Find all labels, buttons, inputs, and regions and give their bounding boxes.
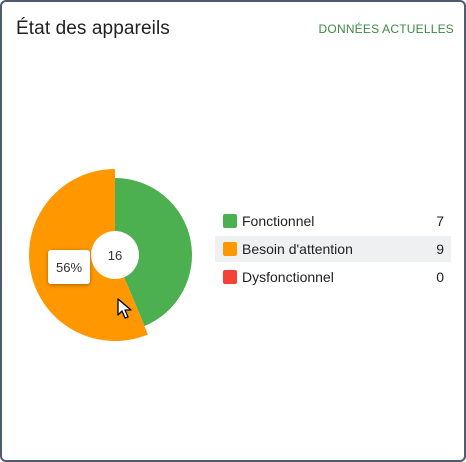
legend-swatch [223,270,237,284]
pie-total-label: 16 [108,248,122,263]
legend-label: Dysfonctionnel [242,269,334,285]
legend-item-functional[interactable]: Fonctionnel 7 [215,208,451,234]
legend-value: 0 [436,269,444,285]
pie-slice-functional[interactable] [115,178,192,327]
pie-center-hole [91,231,139,279]
mouse-pointer-icon [117,298,132,319]
current-data-link[interactable]: DONNÉES ACTUELLES [318,22,454,36]
legend-item-needs-attention[interactable]: Besoin d'attention 9 [215,236,451,262]
card-title: État des appareils [16,18,170,39]
slice-tooltip: 56% [48,250,90,284]
legend-swatch [223,214,237,228]
tooltip-percentage: 56% [55,259,83,275]
chart-legend: Fonctionnel 7 Besoin d'attention 9 Dysfo… [215,208,451,292]
legend-swatch [223,242,237,256]
legend-value: 7 [436,213,444,229]
legend-label: Besoin d'attention [242,241,353,257]
legend-value: 9 [436,241,444,257]
legend-label: Fonctionnel [242,213,315,229]
legend-item-malfunctioning[interactable]: Dysfonctionnel 0 [215,264,451,290]
